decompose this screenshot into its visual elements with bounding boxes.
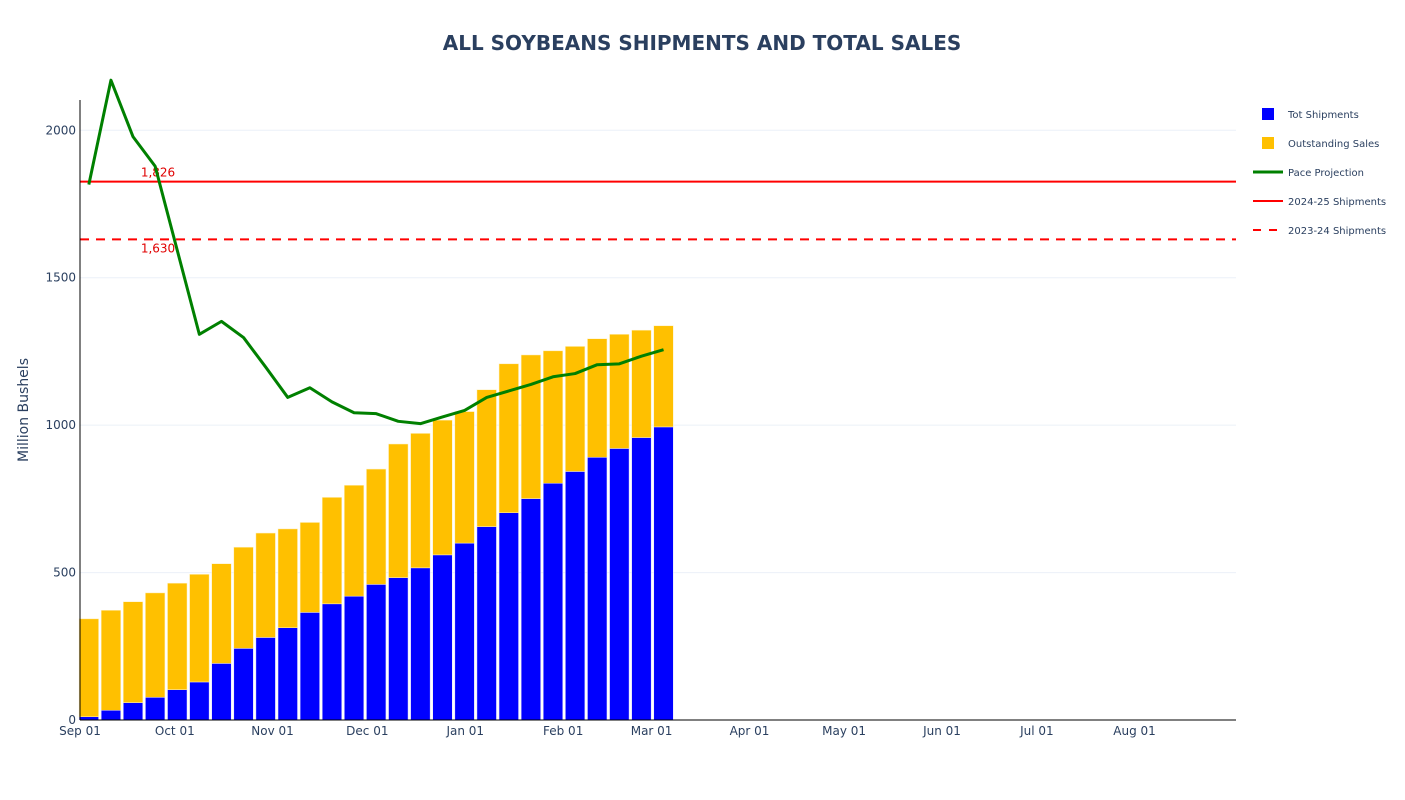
bar-tot-shipments — [211, 663, 232, 721]
x-tick-label: Oct 01 — [155, 724, 195, 738]
y-tick-label: 0 — [68, 713, 76, 727]
bar-tot-shipments — [255, 637, 276, 721]
bar-tot-shipments — [388, 577, 409, 721]
bar-tot-shipments — [565, 471, 586, 721]
bar-tot-shipments — [476, 526, 497, 721]
legend-label: 2023-24 Shipments — [1288, 226, 1386, 237]
annotation-label: 1,630 — [141, 241, 175, 255]
bar-tot-shipments — [631, 437, 652, 721]
bar-outstanding-sales — [587, 338, 608, 458]
bar-outstanding-sales — [167, 582, 188, 690]
bar-outstanding-sales — [432, 419, 453, 556]
bar-outstanding-sales — [543, 350, 564, 484]
bar-outstanding-sales — [255, 532, 276, 638]
x-tick-label: Nov 01 — [251, 724, 294, 738]
bar-outstanding-sales — [410, 433, 431, 569]
bar-tot-shipments — [609, 448, 630, 721]
bar-tot-shipments — [543, 482, 564, 721]
bar-outstanding-sales — [277, 528, 298, 628]
bar-outstanding-sales — [366, 468, 387, 585]
bar-tot-shipments — [520, 498, 541, 721]
bars-group — [78, 325, 674, 721]
x-tick-labels: Sep 01 Oct 01 Nov 01 Dec 01 Jan 01 Feb 01 Mar … — [59, 724, 1156, 738]
x-tick-label: Sep 01 — [59, 724, 101, 738]
bar-outstanding-sales — [321, 497, 342, 605]
bar-outstanding-sales — [78, 618, 99, 718]
axes — [79, 100, 1236, 721]
bar-outstanding-sales — [344, 485, 365, 597]
bar-outstanding-sales — [233, 546, 254, 649]
bar-outstanding-sales — [123, 601, 144, 703]
bar-tot-shipments — [299, 612, 320, 721]
bar-tot-shipments — [277, 627, 298, 721]
x-tick-label: Mar 01 — [631, 724, 673, 738]
bar-tot-shipments — [366, 584, 387, 721]
bar-tot-shipments — [145, 697, 166, 721]
bar-outstanding-sales — [631, 329, 652, 438]
x-tick-label: Dec 01 — [346, 724, 388, 738]
bar-tot-shipments — [189, 681, 210, 721]
bar-outstanding-sales — [476, 389, 497, 527]
legend-label: 2024-25 Shipments — [1288, 197, 1386, 208]
x-tick-label: Apr 01 — [730, 724, 770, 738]
bar-outstanding-sales — [454, 411, 475, 544]
bar-outstanding-sales — [189, 574, 210, 683]
bar-tot-shipments — [653, 426, 674, 721]
bar-tot-shipments — [167, 689, 188, 721]
bar-tot-shipments — [321, 603, 342, 721]
bar-tot-shipments — [123, 702, 144, 721]
bar-outstanding-sales — [498, 363, 519, 513]
legend-label: Pace Projection — [1288, 168, 1364, 179]
x-tick-label: Jan 01 — [445, 724, 484, 738]
pace-projection-group — [87, 78, 664, 426]
bar-tot-shipments — [100, 710, 121, 721]
bar-tot-shipments — [432, 554, 453, 721]
legend-swatch-tot-shipments — [1262, 108, 1274, 120]
bar-tot-shipments — [587, 457, 608, 721]
legend-label: Tot Shipments — [1287, 110, 1359, 121]
bar-outstanding-sales — [100, 610, 121, 711]
y-tick-label: 2000 — [45, 123, 76, 137]
legend: Tot Shipments Outstanding Sales Pace Proje… — [1253, 108, 1386, 237]
bar-outstanding-sales — [653, 325, 674, 428]
y-tick-label: 1000 — [45, 418, 76, 432]
bar-outstanding-sales — [145, 592, 166, 698]
y-axis-label: Million Bushels — [16, 358, 32, 462]
bar-outstanding-sales — [299, 522, 320, 613]
bar-outstanding-sales — [520, 354, 541, 499]
bar-tot-shipments — [410, 567, 431, 721]
bar-tot-shipments — [498, 512, 519, 721]
bar-outstanding-sales — [388, 443, 409, 578]
x-tick-label: Aug 01 — [1113, 724, 1156, 738]
bar-tot-shipments — [344, 595, 365, 721]
x-tick-label: Jun 01 — [922, 724, 961, 738]
bar-tot-shipments — [233, 648, 254, 721]
bar-outstanding-sales — [211, 563, 232, 664]
x-tick-label: Jul 01 — [1019, 724, 1054, 738]
y-tick-label: 1500 — [45, 271, 76, 285]
bar-outstanding-sales — [565, 346, 586, 472]
bar-tot-shipments — [454, 542, 475, 721]
legend-swatch-outstanding-sales — [1262, 137, 1274, 149]
x-tick-label: May 01 — [822, 724, 866, 738]
pace-projection-line — [87, 78, 664, 426]
bar-outstanding-sales — [609, 334, 630, 449]
y-tick-label: 500 — [53, 566, 76, 580]
legend-label: Outstanding Sales — [1288, 139, 1379, 150]
y-tick-labels: 0 500 1000 1500 2000 — [45, 123, 76, 727]
chart-title: ALL SOYBEANS SHIPMENTS AND TOTAL SALES — [443, 31, 962, 55]
x-tick-label: Feb 01 — [543, 724, 583, 738]
